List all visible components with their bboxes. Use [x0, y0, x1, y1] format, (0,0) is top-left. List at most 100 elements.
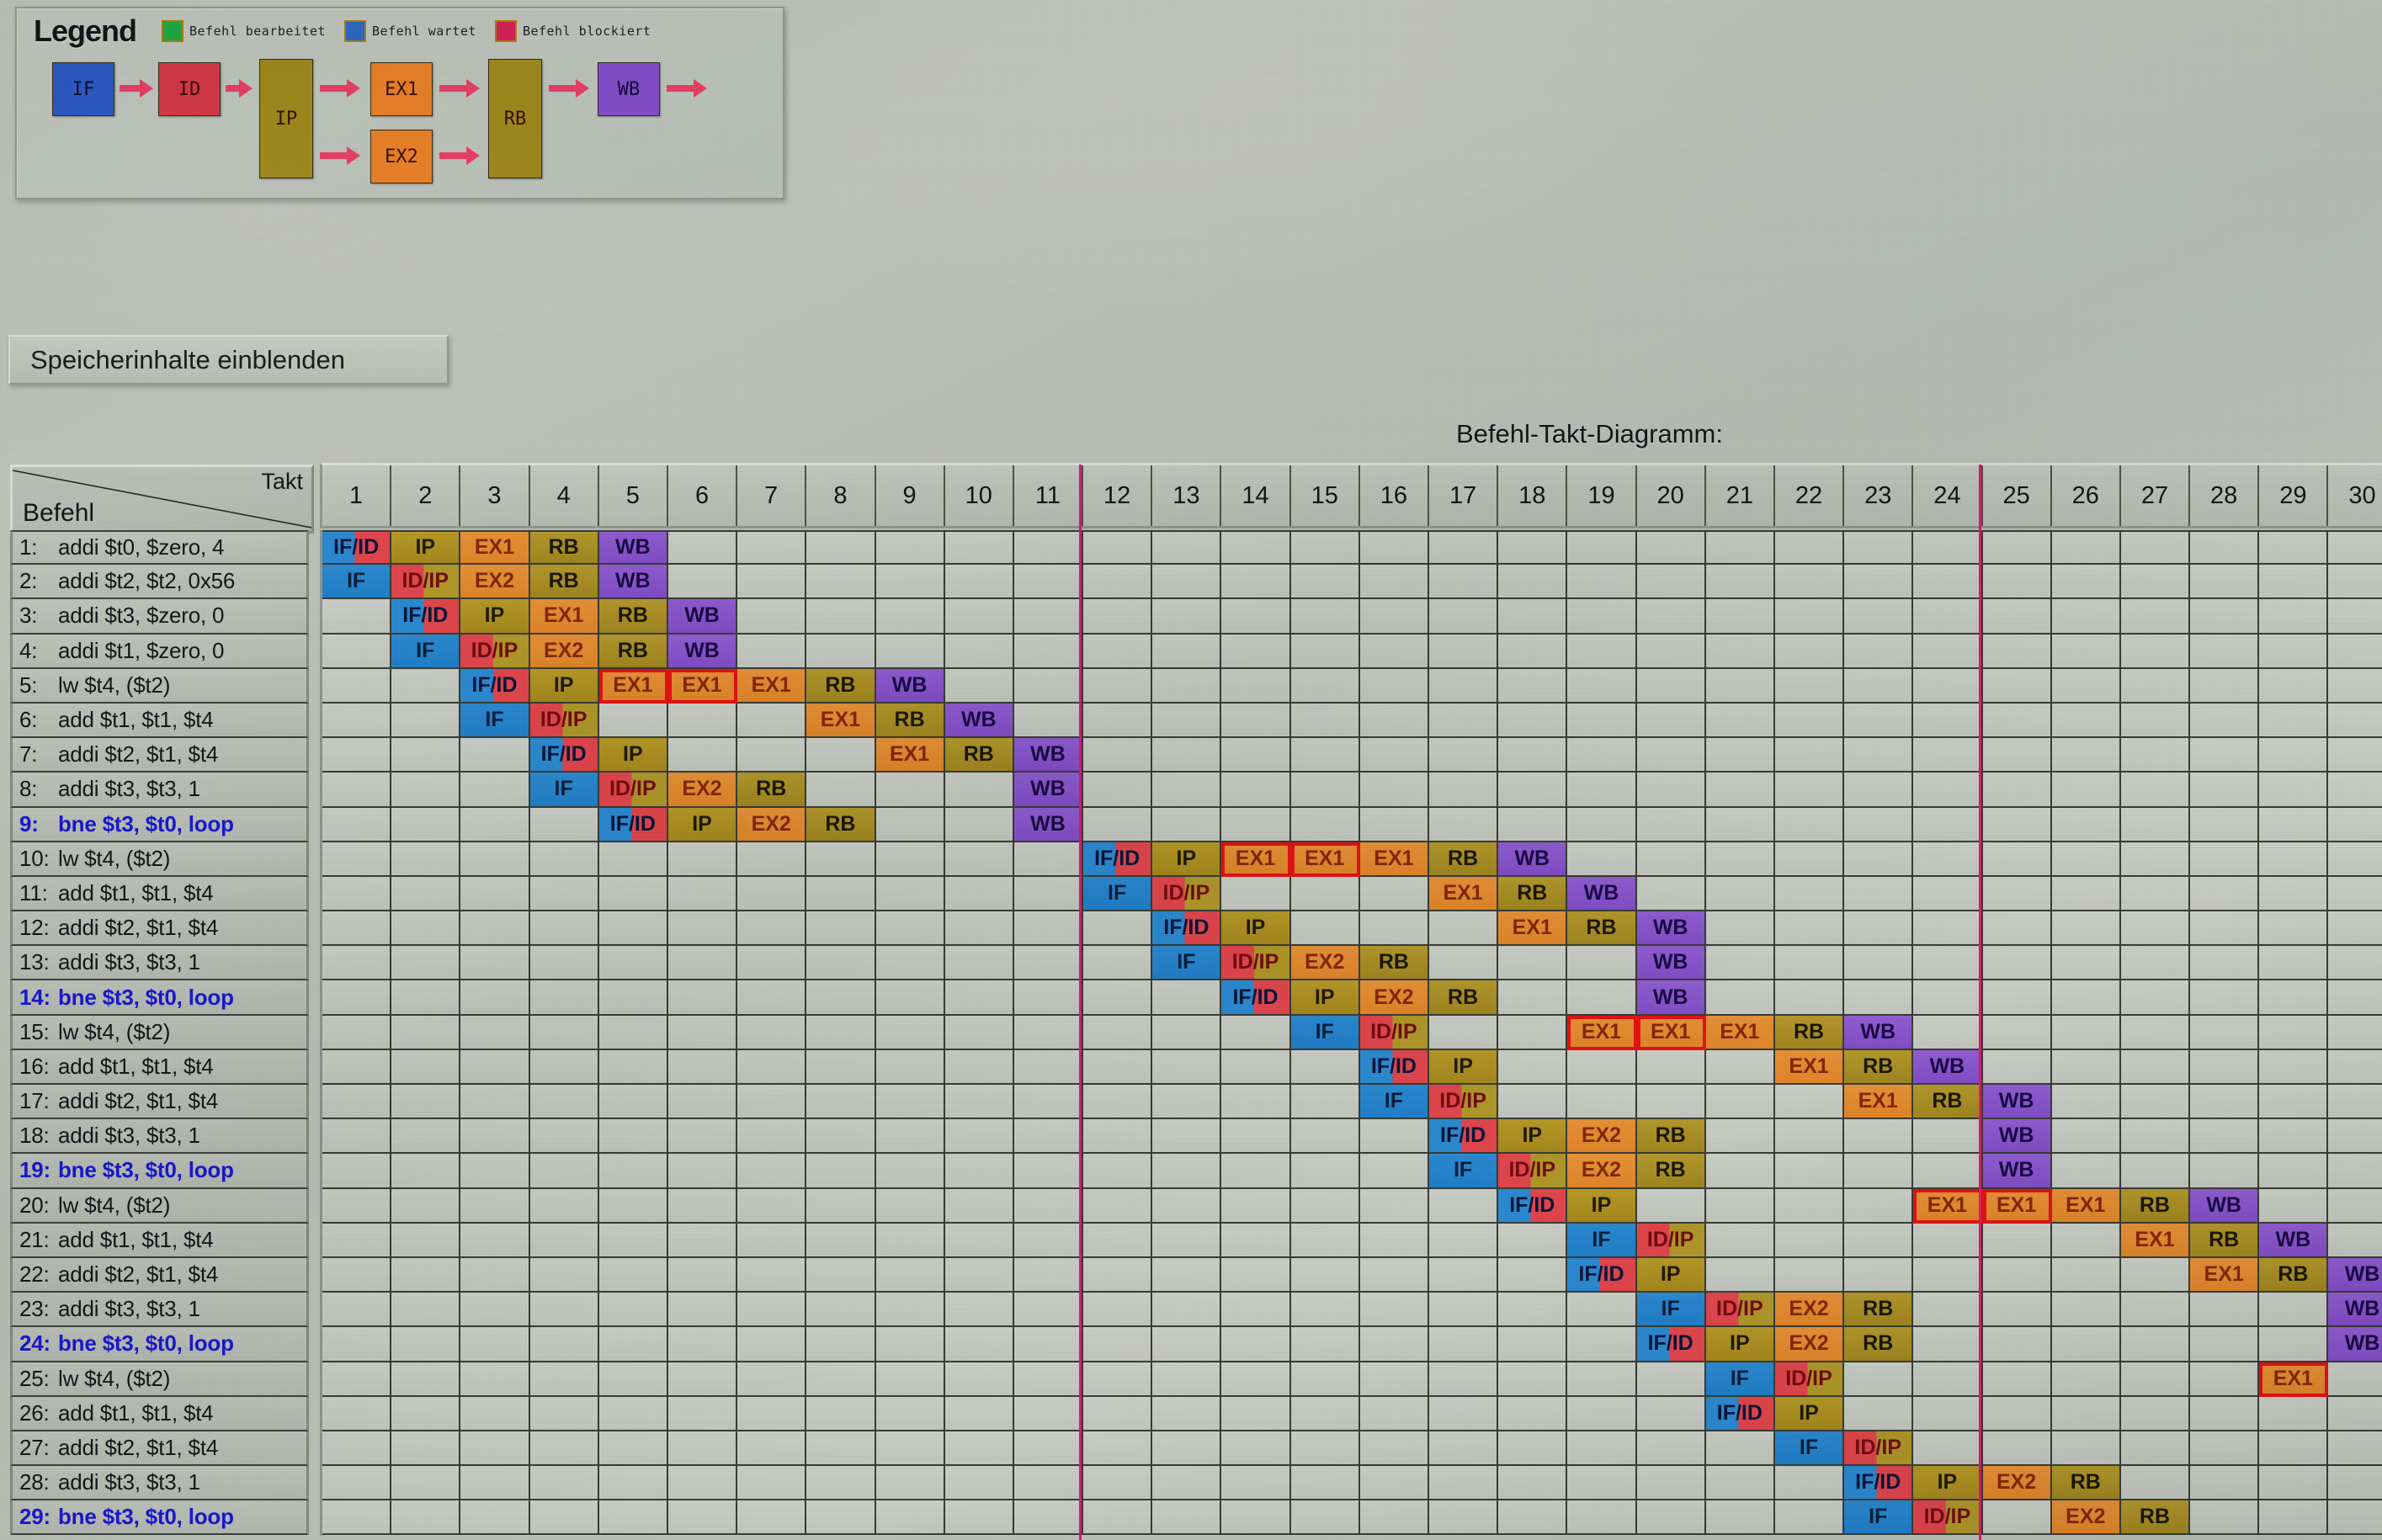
timing-cell-empty[interactable] [1013, 1119, 1084, 1155]
timing-cell-id-ip[interactable]: ID/IP [391, 565, 461, 600]
timing-cell-empty[interactable] [322, 703, 392, 739]
timing-cell-if-id[interactable]: IF/ID [460, 668, 530, 704]
timing-cell-empty[interactable] [1982, 876, 2052, 912]
timing-cell-empty[interactable] [1083, 1362, 1153, 1397]
timing-cell-empty[interactable] [1982, 1327, 2052, 1362]
timing-cell-empty[interactable] [322, 876, 392, 912]
timing-cell-wb[interactable]: WB [2328, 1257, 2382, 1293]
timing-cell-empty[interactable] [2051, 668, 2121, 704]
timing-cell-empty[interactable] [460, 980, 530, 1016]
timing-cell-empty[interactable] [460, 1015, 530, 1050]
timing-cell-rb[interactable]: RB [875, 703, 945, 739]
timing-cell-empty[interactable] [1152, 1049, 1222, 1085]
timing-cell-empty[interactable] [1913, 738, 1983, 773]
timing-cell-empty[interactable] [1913, 1119, 1983, 1155]
instruction-row[interactable]: 26: add $t1, $t1, $t4 [10, 1396, 309, 1431]
timing-cell-if-id[interactable]: IF/ID [529, 738, 599, 773]
timing-cell-ex1[interactable]: EX1 [460, 530, 530, 566]
timing-cell-empty[interactable] [2259, 1085, 2329, 1120]
timing-cell-empty[interactable] [667, 1257, 738, 1293]
timing-cell-wb[interactable]: WB [1498, 842, 1568, 877]
timing-cell-empty[interactable] [1152, 634, 1222, 669]
timing-cell-empty[interactable] [667, 1396, 738, 1431]
timing-cell-empty[interactable] [1359, 1154, 1429, 1189]
timing-cell-ex2[interactable]: EX2 [1290, 946, 1360, 981]
timing-cell-empty[interactable] [1844, 738, 1914, 773]
timing-cell-empty[interactable] [2190, 1431, 2260, 1467]
timing-cell-empty[interactable] [529, 1085, 599, 1120]
timing-cell-empty[interactable] [460, 1466, 530, 1501]
timing-cell-empty[interactable] [1844, 634, 1914, 669]
timing-cell-empty[interactable] [1636, 842, 1706, 877]
timing-cell-empty[interactable] [1774, 1500, 1845, 1536]
instruction-row[interactable]: 21: add $t1, $t1, $t4 [10, 1223, 309, 1258]
timing-cell-empty[interactable] [2051, 1396, 2121, 1431]
timing-cell-empty[interactable] [1429, 530, 1499, 566]
timing-cell-empty[interactable] [875, 1223, 945, 1258]
timing-cell-empty[interactable] [322, 668, 392, 704]
timing-cell-empty[interactable] [322, 946, 392, 981]
timing-cell-empty[interactable] [598, 1396, 668, 1431]
timing-cell-empty[interactable] [1705, 842, 1775, 877]
timing-cell-empty[interactable] [806, 876, 876, 912]
timing-cell-empty[interactable] [2120, 1466, 2191, 1501]
timing-cell-empty[interactable] [1913, 807, 1983, 842]
timing-cell-empty[interactable] [1429, 1223, 1499, 1258]
timing-cell-empty[interactable] [460, 807, 530, 842]
timing-cell-empty[interactable] [875, 842, 945, 877]
timing-cell-empty[interactable] [1774, 1257, 1845, 1293]
timing-cell-empty[interactable] [737, 980, 807, 1016]
timing-cell-ex1[interactable]: EX1 [1636, 1015, 1706, 1050]
timing-cell-ex1[interactable]: EX1 [2120, 1223, 2191, 1258]
timing-cell-empty[interactable] [1429, 1362, 1499, 1397]
timing-cell-empty[interactable] [2120, 1257, 2191, 1293]
timing-cell-empty[interactable] [806, 946, 876, 981]
timing-cell-rb[interactable]: RB [1429, 842, 1499, 877]
timing-cell-empty[interactable] [598, 1188, 668, 1224]
timing-cell-empty[interactable] [460, 946, 530, 981]
timing-cell-empty[interactable] [2190, 565, 2260, 600]
timing-cell-empty[interactable] [2051, 842, 2121, 877]
timing-cell-empty[interactable] [875, 980, 945, 1016]
timing-cell-empty[interactable] [875, 1188, 945, 1224]
timing-cell-ex1[interactable]: EX1 [875, 738, 945, 773]
instruction-row[interactable]: 8: addi $t3, $t3, 1 [10, 773, 309, 808]
timing-cell-empty[interactable] [391, 1327, 461, 1362]
timing-cell-empty[interactable] [737, 1500, 807, 1536]
timing-cell-empty[interactable] [1359, 530, 1429, 566]
timing-cell-empty[interactable] [1567, 634, 1637, 669]
timing-cell-ex1[interactable]: EX1 [1290, 842, 1360, 877]
timing-cell-empty[interactable] [1290, 1223, 1360, 1258]
timing-cell-empty[interactable] [1844, 980, 1914, 1016]
timing-cell-empty[interactable] [2328, 530, 2382, 566]
timing-cell-empty[interactable] [1083, 530, 1153, 566]
timing-cell-empty[interactable] [1083, 599, 1153, 635]
timing-cell-empty[interactable] [1359, 1431, 1429, 1467]
timing-cell-empty[interactable] [1083, 1431, 1153, 1467]
timing-cell-empty[interactable] [737, 1327, 807, 1362]
timing-cell-empty[interactable] [1636, 1431, 1706, 1467]
timing-cell-empty[interactable] [391, 911, 461, 947]
timing-cell-empty[interactable] [2051, 599, 2121, 635]
timing-cell-empty[interactable] [1774, 738, 1845, 773]
timing-cell-empty[interactable] [1705, 876, 1775, 912]
timing-cell-ip[interactable]: IP [1429, 1049, 1499, 1085]
timing-cell-ip[interactable]: IP [1705, 1327, 1775, 1362]
timing-cell-empty[interactable] [737, 703, 807, 739]
timing-cell-empty[interactable] [2120, 842, 2191, 877]
timing-cell-empty[interactable] [806, 634, 876, 669]
timing-cell-empty[interactable] [2259, 703, 2329, 739]
timing-cell-empty[interactable] [1429, 911, 1499, 947]
timing-cell-if[interactable]: IF [1636, 1293, 1706, 1328]
timing-cell-empty[interactable] [322, 807, 392, 842]
timing-cell-empty[interactable] [667, 738, 738, 773]
timing-cell-empty[interactable] [2051, 1119, 2121, 1155]
timing-cell-ex1[interactable]: EX1 [737, 668, 807, 704]
timing-cell-empty[interactable] [1013, 1154, 1084, 1189]
timing-cell-empty[interactable] [2120, 565, 2191, 600]
timing-cell-rb[interactable]: RB [1498, 876, 1568, 912]
timing-cell-empty[interactable] [1013, 911, 1084, 947]
timing-cell-empty[interactable] [1498, 1362, 1568, 1397]
timing-cell-empty[interactable] [2051, 876, 2121, 912]
timing-cell-empty[interactable] [1636, 634, 1706, 669]
